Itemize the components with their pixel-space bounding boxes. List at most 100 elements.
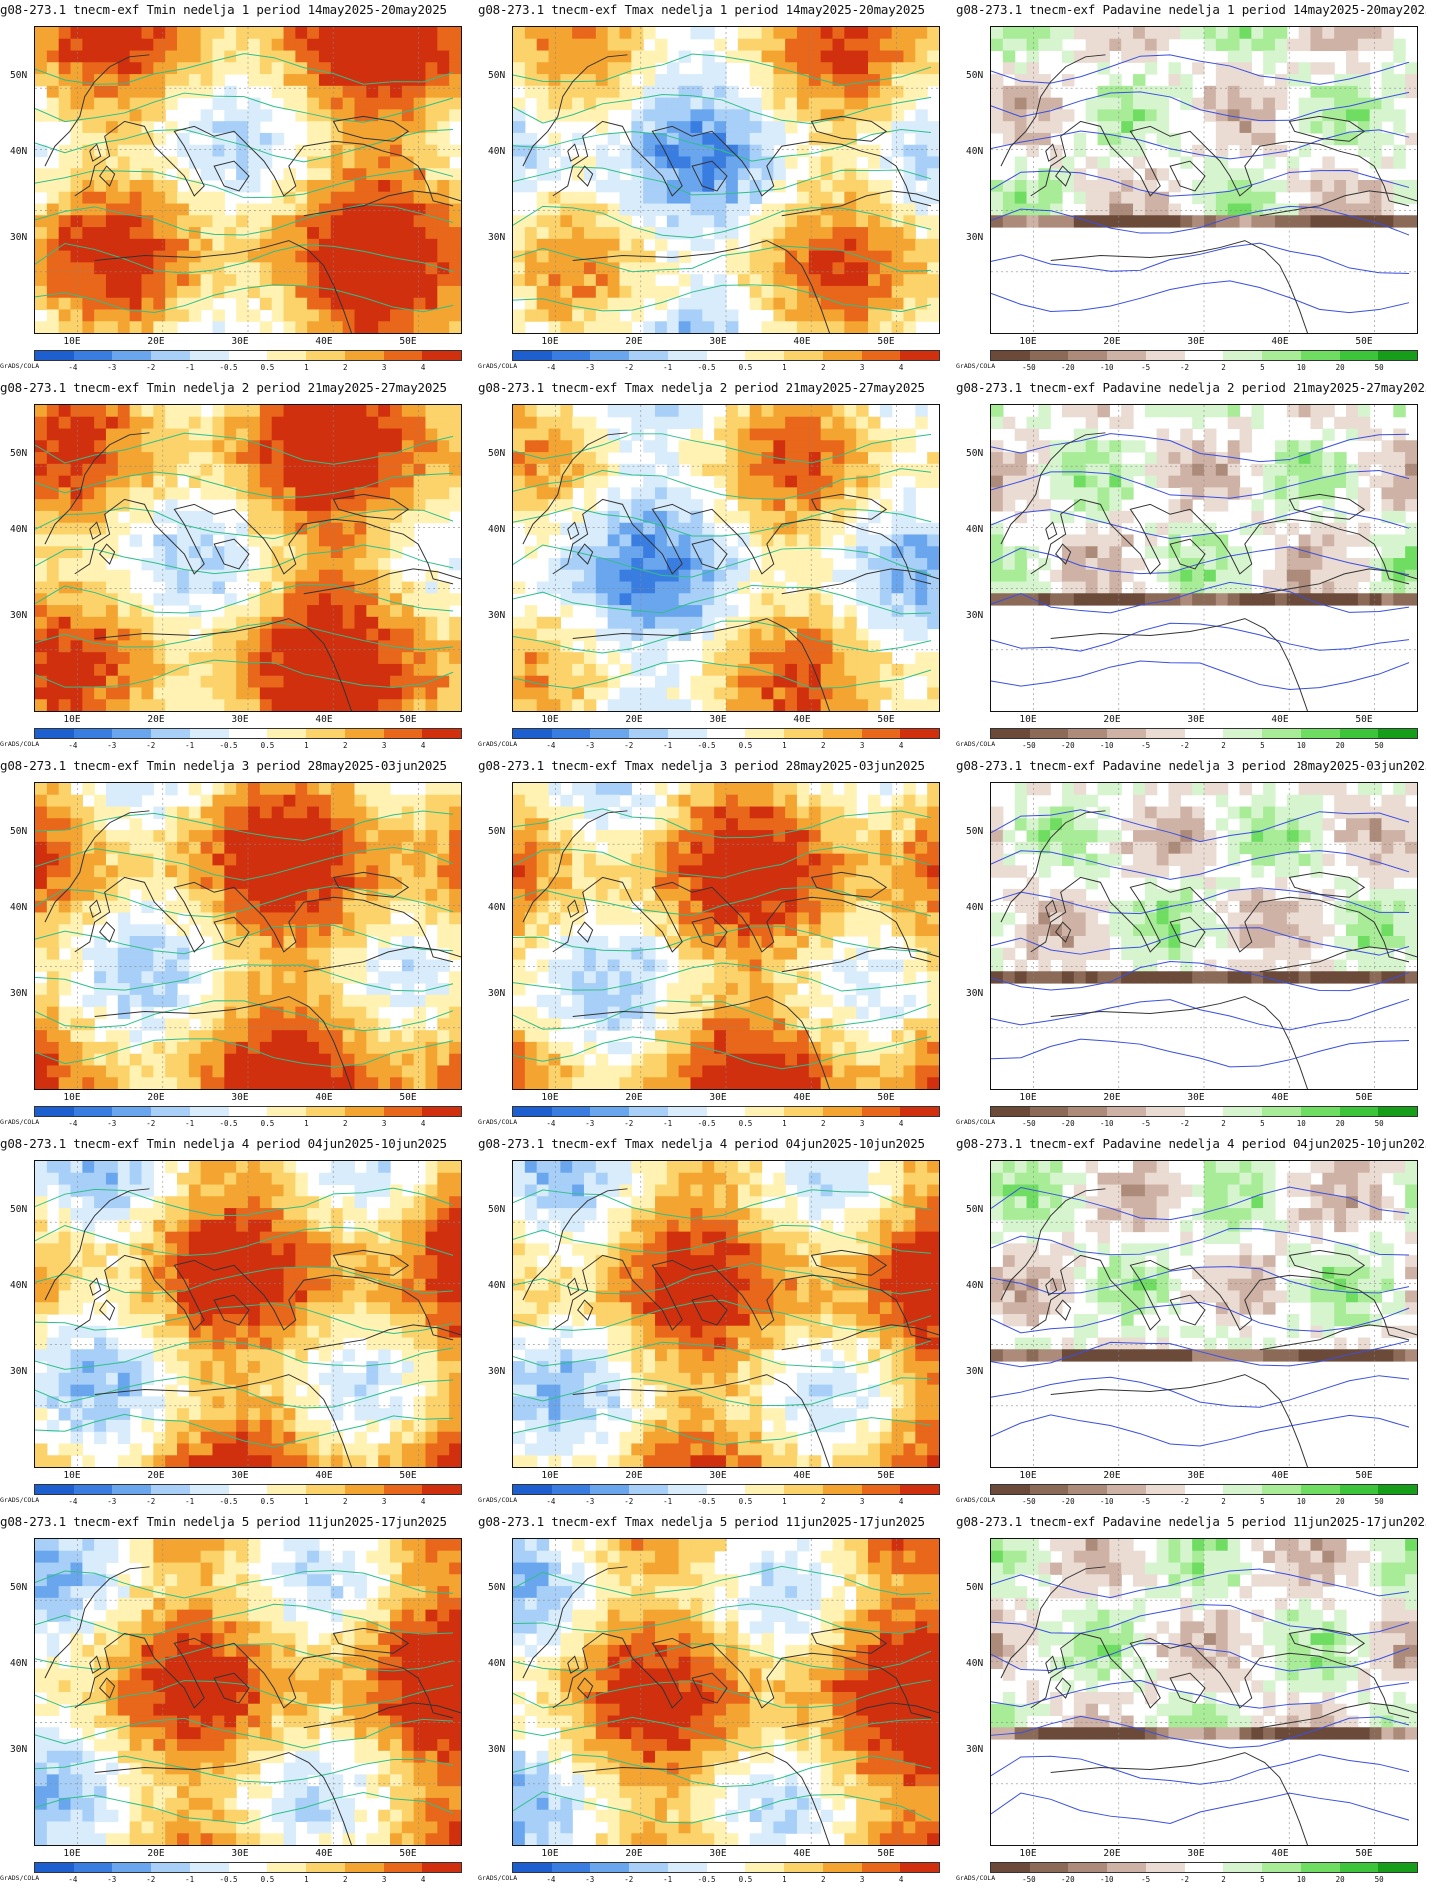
field-cell <box>1133 558 1146 571</box>
field-cell <box>413 180 427 193</box>
field-cell <box>35 321 48 333</box>
field-cell <box>1405 463 1417 477</box>
field-cell <box>1310 27 1323 40</box>
field-cell <box>283 628 296 641</box>
colorbar-tick-label: 2 <box>821 363 826 372</box>
field-cell <box>548 452 561 465</box>
field-cell <box>1144 121 1158 134</box>
field-cell <box>70 250 83 263</box>
field-cell <box>236 109 249 122</box>
field-cell <box>991 452 1004 465</box>
field-cell <box>560 50 573 63</box>
field-cell <box>1286 593 1300 606</box>
field-cell <box>761 405 774 418</box>
field-cell <box>927 144 939 158</box>
field-cell <box>212 285 225 299</box>
field-cell <box>401 238 415 252</box>
field-cell <box>737 699 751 711</box>
field-cell <box>342 499 356 512</box>
field-cell <box>283 27 296 40</box>
field-cell <box>295 97 308 110</box>
field-cell <box>188 475 202 488</box>
field-cell <box>903 428 916 441</box>
longitude-label: 20E <box>147 336 165 347</box>
field-cell <box>1405 74 1417 87</box>
field-cell <box>82 806 95 819</box>
field-cell <box>749 297 763 311</box>
field-cell <box>560 428 573 441</box>
field-cell <box>259 487 273 500</box>
field-cell <box>1369 180 1383 193</box>
field-cell <box>1322 428 1335 441</box>
field-cell <box>1073 499 1087 512</box>
field-cell <box>879 663 893 677</box>
field-cell <box>70 156 83 169</box>
field-cell <box>271 452 285 465</box>
field-cell <box>690 85 703 99</box>
field-cell <box>188 74 202 87</box>
field-cell <box>165 569 178 583</box>
field-cell <box>283 50 296 63</box>
field-cell <box>46 652 60 665</box>
field-cell <box>1346 428 1359 441</box>
field-cell <box>868 581 881 594</box>
field-cell <box>105 616 119 630</box>
field-cell <box>868 215 881 228</box>
colorbar-tick-label: -1 <box>663 741 673 750</box>
field-cell <box>749 510 763 524</box>
field-cell <box>915 168 928 181</box>
field-cell <box>868 262 881 275</box>
field-cell <box>94 569 107 583</box>
field-cell <box>607 62 621 75</box>
field-cell <box>1026 569 1039 583</box>
field-cell <box>879 546 893 559</box>
field-cell <box>868 27 881 40</box>
field-cell <box>1085 97 1099 110</box>
field-cell <box>307 309 320 322</box>
field-cell <box>271 405 285 418</box>
coastline <box>213 538 250 570</box>
field-cell <box>271 238 285 252</box>
field-cell <box>856 440 869 453</box>
field-cell <box>141 877 154 890</box>
field-cell <box>437 605 450 618</box>
field-cell <box>212 806 225 819</box>
field-cell <box>1393 534 1406 547</box>
field-cell <box>378 144 391 158</box>
field-cell <box>666 321 680 333</box>
field-cell <box>1274 50 1288 63</box>
field-cell <box>583 569 597 583</box>
field-cell <box>1204 475 1217 488</box>
field-cell <box>1239 50 1252 63</box>
field-cell <box>631 38 644 52</box>
field-cell <box>318 321 332 333</box>
field-cell <box>413 912 427 925</box>
field-cell <box>307 74 320 87</box>
field-cell <box>129 156 143 169</box>
field-cell <box>820 238 834 252</box>
field-cell <box>413 405 427 418</box>
field-cell <box>330 440 344 453</box>
field-cell <box>773 546 786 559</box>
field-cell <box>927 534 939 547</box>
field-cell <box>879 593 893 606</box>
field-cell <box>915 628 928 641</box>
field-cell <box>1180 405 1193 418</box>
field-cell <box>259 818 273 831</box>
field-cell <box>354 616 367 630</box>
field-cell <box>655 74 668 87</box>
field-cell <box>796 675 810 689</box>
field-cell <box>141 499 154 512</box>
field-cell <box>165 428 178 441</box>
field-cell <box>354 522 367 536</box>
field-cell <box>46 321 60 333</box>
field-cell <box>1026 144 1039 158</box>
field-cell <box>425 238 438 252</box>
field-cell <box>991 463 1004 477</box>
field-cell <box>177 309 190 322</box>
field-cell <box>449 50 461 63</box>
field-cell <box>330 652 344 665</box>
field-cell <box>248 109 261 122</box>
field-cell <box>70 687 83 700</box>
field-cell <box>248 27 261 40</box>
